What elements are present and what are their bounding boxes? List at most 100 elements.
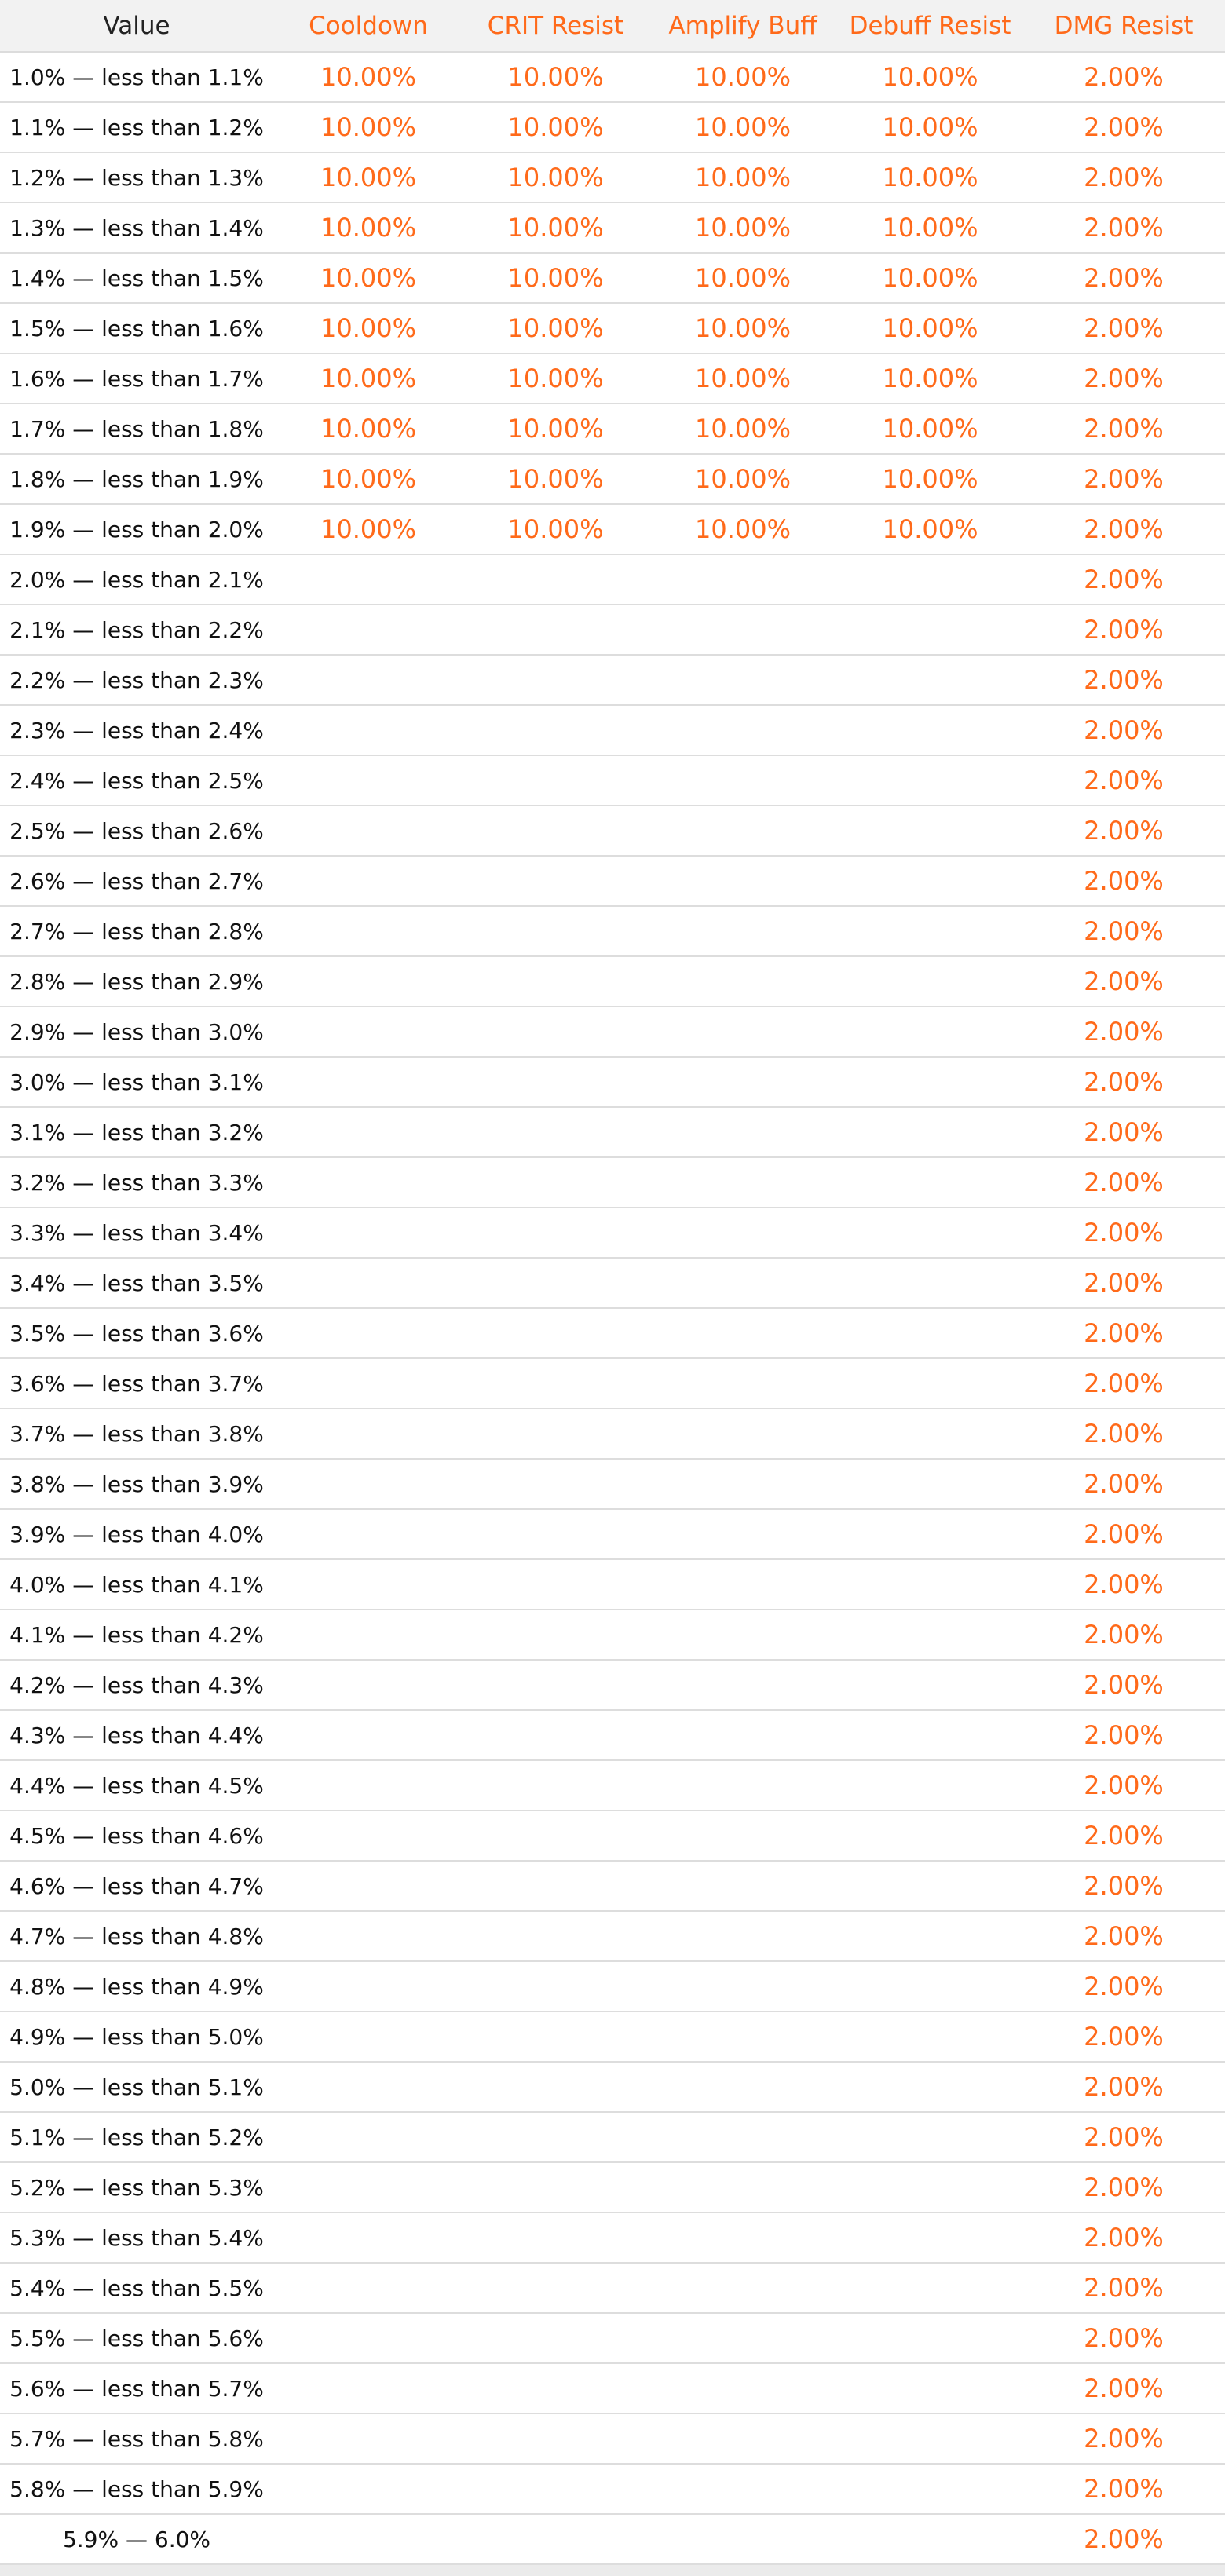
value-range-cell: 3.2% — less than 3.3% [9,1169,264,1196]
value-range-cell: 2.8% — less than 2.9% [9,968,264,995]
amplify-buff-cell [648,1208,838,1258]
cooldown-cell [273,2162,463,2212]
table-row: 2.2% — less than 2.3% 2.00% [0,655,1225,705]
cooldown-cell [273,1107,463,1157]
value-range-cell: 4.3% — less than 4.4% [9,1722,264,1748]
cooldown-cell [273,1208,463,1258]
cooldown-cell [273,1157,463,1208]
dmg-resist-cell: 2.00% [1084,1720,1164,1750]
cooldown-cell [273,2464,463,2514]
value-range-cell: 4.5% — less than 4.6% [9,1822,264,1849]
cooldown-cell: 10.00% [320,62,416,92]
crit-resist-cell [463,2363,648,2413]
crit-resist-cell [463,1509,648,1559]
value-range-cell: 2.6% — less than 2.7% [9,868,264,894]
dmg-resist-cell: 2.00% [1084,364,1164,393]
debuff-resist-cell [838,1760,1022,1811]
debuff-resist-cell [838,1509,1022,1559]
crit-resist-cell [463,1710,648,1760]
amplify-buff-cell: 10.00% [694,112,791,142]
dmg-resist-cell: 2.00% [1084,1218,1164,1248]
crit-resist-cell [463,1107,648,1157]
value-range-cell: 5.8% — less than 5.9% [9,2476,264,2502]
table-row: 3.9% — less than 4.0% 2.00% [0,1509,1225,1559]
dmg-resist-cell: 2.00% [1084,665,1164,695]
table-row: 5.1% — less than 5.2% 2.00% [0,2112,1225,2162]
crit-resist-cell [463,1157,648,1208]
table-row: 3.4% — less than 3.5% 2.00% [0,1258,1225,1308]
crit-resist-cell [463,806,648,856]
table-header: Value Cooldown CRIT Resist Amplify Buff … [0,0,1225,53]
table-row: 3.1% — less than 3.2% 2.00% [0,1107,1225,1157]
debuff-resist-cell [838,1610,1022,1660]
cooldown-cell [273,1509,463,1559]
amplify-buff-cell [648,705,838,755]
crit-resist-cell [463,1760,648,1811]
table-row: 1.9% — less than 2.0% 10.00% 10.00% 10.00% 1… [0,504,1225,554]
crit-resist-cell [463,1208,648,1258]
value-range-cell: 4.4% — less than 4.5% [9,1772,264,1799]
amplify-buff-cell [648,1760,838,1811]
value-range-cell: 5.4% — less than 5.5% [9,2275,264,2301]
table-row: 3.0% — less than 3.1% 2.00% [0,1057,1225,1107]
value-range-cell: 5.2% — less than 5.3% [9,2174,264,2201]
debuff-resist-cell: 10.00% [882,414,978,444]
cooldown-cell: 10.00% [320,313,416,343]
dmg-resist-cell: 2.00% [1084,1871,1164,1901]
value-range-cell: 5.9% — 6.0% [62,2526,211,2552]
debuff-resist-cell [838,2313,1022,2363]
cooldown-cell [273,2413,463,2464]
value-range-cell: 3.4% — less than 3.5% [9,1270,264,1296]
value-range-cell: 4.8% — less than 4.9% [9,1973,264,2000]
debuff-resist-cell [838,2062,1022,2112]
debuff-resist-cell [838,2514,1022,2564]
table-row: 4.1% — less than 4.2% 2.00% [0,1610,1225,1660]
cooldown-cell [273,906,463,956]
crit-resist-cell [463,856,648,906]
crit-resist-cell [463,2464,648,2514]
table-row: 4.9% — less than 5.0% 2.00% [0,2011,1225,2062]
table-row: 2.7% — less than 2.8% 2.00% [0,906,1225,956]
table-row: 2.5% — less than 2.6% 2.00% [0,806,1225,856]
debuff-resist-cell [838,1157,1022,1208]
dmg-resist-cell: 2.00% [1084,1368,1164,1398]
value-range-cell: 1.0% — less than 1.1% [9,64,264,90]
value-range-cell: 3.7% — less than 3.8% [9,1420,264,1447]
debuff-resist-cell [838,806,1022,856]
dmg-resist-cell: 2.00% [1084,2022,1164,2052]
crit-resist-cell [463,2514,648,2564]
cooldown-cell: 10.00% [320,364,416,393]
value-range-cell: 4.9% — less than 5.0% [9,2023,264,2050]
debuff-resist-cell: 10.00% [882,464,978,494]
amplify-buff-cell [648,2313,838,2363]
cooldown-cell [273,1610,463,1660]
table-row: 5.0% — less than 5.1% 2.00% [0,2062,1225,2112]
crit-resist-cell [463,1811,648,1861]
amplify-buff-cell [648,2363,838,2413]
table-row: 1.0% — less than 1.1% 10.00% 10.00% 10.00% 1… [0,52,1225,102]
value-range-cell: 1.4% — less than 1.5% [9,265,264,291]
amplify-buff-cell [648,2062,838,2112]
dmg-resist-cell: 2.00% [1084,514,1164,544]
crit-resist-cell: 10.00% [507,62,604,92]
amplify-buff-cell [648,2464,838,2514]
debuff-resist-cell [838,956,1022,1007]
debuff-resist-cell [838,906,1022,956]
crit-resist-cell [463,1911,648,1961]
crit-resist-cell [463,1057,648,1107]
dmg-resist-cell: 2.00% [1084,464,1164,494]
dmg-resist-cell: 2.00% [1084,163,1164,192]
crit-resist-cell [463,2011,648,2062]
dmg-resist-cell: 2.00% [1084,2273,1164,2303]
debuff-resist-cell [838,1911,1022,1961]
debuff-resist-cell [838,2162,1022,2212]
cooldown-cell [273,1409,463,1459]
amplify-buff-cell: 10.00% [694,514,791,544]
dmg-resist-cell: 2.00% [1084,966,1164,996]
dmg-resist-cell: 2.00% [1084,263,1164,293]
amplify-buff-cell [648,2263,838,2313]
debuff-resist-cell [838,2212,1022,2263]
value-range-cell: 2.9% — less than 3.0% [9,1018,264,1045]
table-row: 4.8% — less than 4.9% 2.00% [0,1961,1225,2011]
header-row: Value Cooldown CRIT Resist Amplify Buff … [0,0,1225,53]
